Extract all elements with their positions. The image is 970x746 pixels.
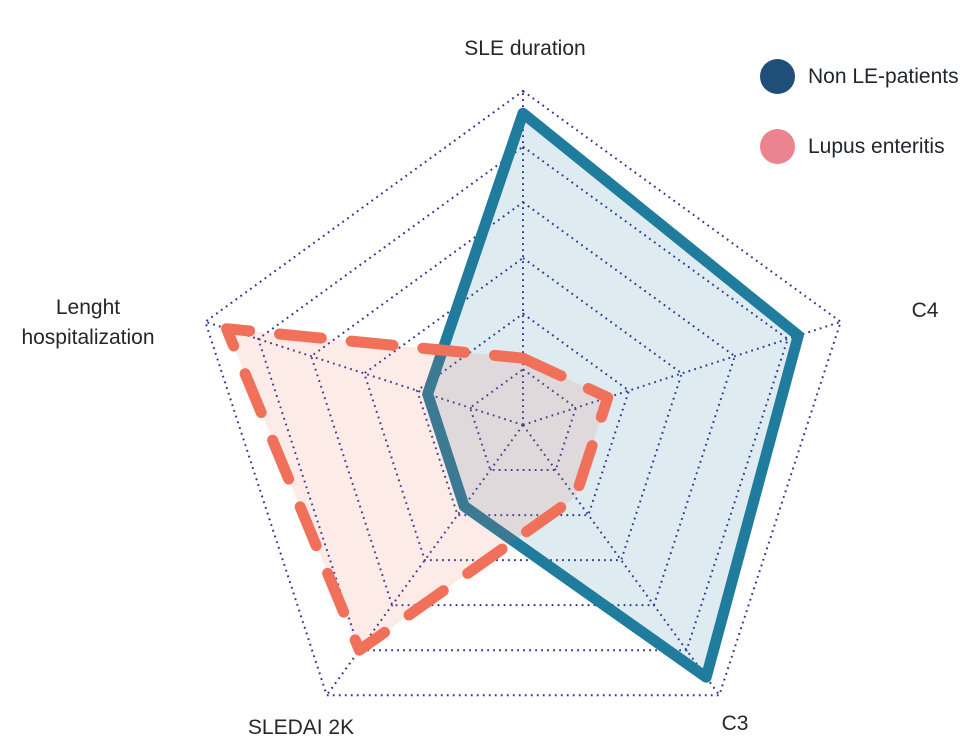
- legend-swatch-circle-icon-lupus-enteritis: [760, 129, 795, 164]
- legend-item-lupus-enteritis: Lupus enteritis: [760, 129, 959, 164]
- legend-item-non-le-patients: Non LE-patients: [760, 59, 959, 94]
- legend-swatch-circle-icon-non-le-patients: [760, 59, 795, 94]
- axis-label-length-hospitalization: Lenght hospitalization: [21, 296, 155, 350]
- axis-label-c3: C3: [721, 712, 749, 735]
- legend: Non LE-patients Lupus enteritis: [760, 59, 959, 199]
- axis-label-sledai-2k: SLEDAI 2K: [247, 716, 355, 739]
- axis-label-sle-duration: SLE duration: [464, 37, 586, 60]
- legend-label-lupus-enteritis: Lupus enteritis: [808, 134, 945, 158]
- axis-label-c4: C4: [911, 299, 939, 322]
- legend-label-non-le-patients: Non LE-patients: [808, 64, 959, 88]
